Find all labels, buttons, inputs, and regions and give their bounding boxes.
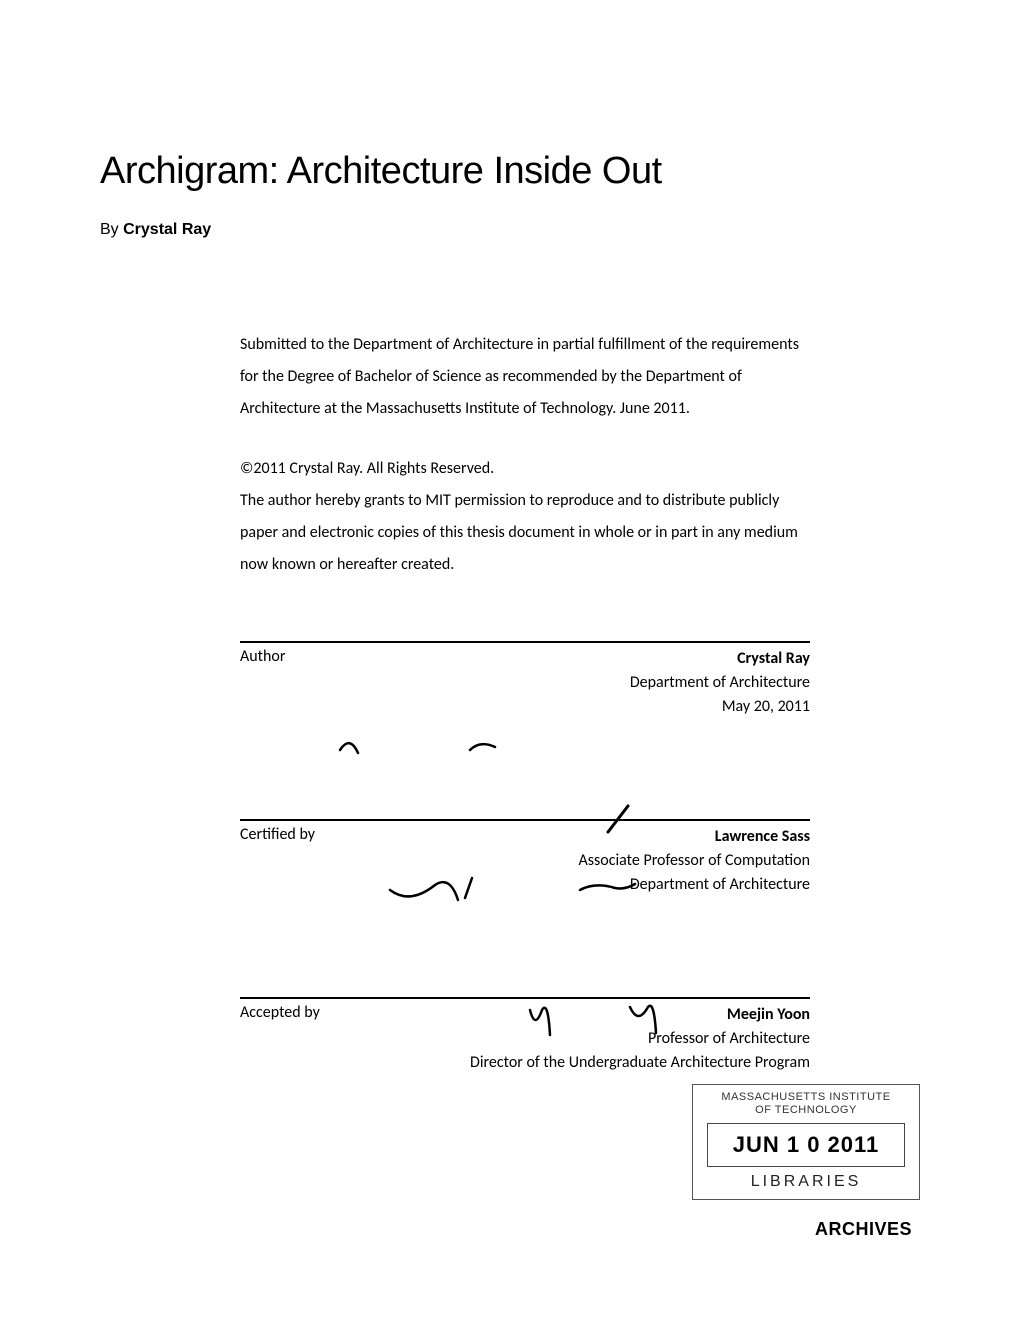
signature-details: Crystal Ray Department of Architecture M… [630, 647, 810, 719]
submission-text: Submitted to the Department of Architect… [240, 329, 810, 581]
document-title: Archigram: Architecture Inside Out [100, 150, 920, 193]
signature-author: Author Crystal Ray Department of Archite… [240, 641, 810, 719]
signature-label: Author [240, 647, 285, 666]
signature-name: Lawrence Sass [579, 825, 810, 849]
signature-details: Lawrence Sass Associate Professor of Com… [579, 825, 810, 897]
signature-title: Professor of Architecture [470, 1027, 810, 1051]
signature-dept: Department of Architecture [579, 873, 810, 897]
submission-paragraph: Submitted to the Department of Architect… [240, 329, 810, 425]
signature-name: Crystal Ray [630, 647, 810, 671]
signature-details: Meejin Yoon Professor of Architecture Di… [470, 1003, 810, 1075]
signature-label: Certified by [240, 825, 315, 844]
copyright-line: ©2011 Crystal Ray. All Rights Reserved. [240, 459, 494, 478]
signature-name: Meejin Yoon [470, 1003, 810, 1027]
signature-accepted: Accepted by Meejin Yoon Professor of Arc… [240, 997, 810, 1075]
stamp-date: JUN 1 0 2011 [708, 1132, 904, 1158]
signature-section: Author Crystal Ray Department of Archite… [240, 641, 810, 1075]
stamp-date-box: JUN 1 0 2011 [707, 1123, 905, 1167]
stamp-institution-line1: MASSACHUSETTS INSTITUTE [697, 1091, 915, 1104]
archives-label: ARCHIVES [815, 1219, 912, 1240]
stamp-institution-line2: OF TECHNOLOGY [697, 1104, 915, 1117]
signature-date: May 20, 2011 [630, 695, 810, 719]
signature-title: Associate Professor of Computation [579, 849, 810, 873]
signature-director: Director of the Undergraduate Architectu… [470, 1051, 810, 1075]
permission-line: The author hereby grants to MIT permissi… [240, 491, 798, 574]
byline-by: By [100, 221, 123, 238]
copyright-paragraph: ©2011 Crystal Ray. All Rights Reserved. … [240, 453, 810, 581]
signature-label: Accepted by [240, 1003, 320, 1022]
byline: By Crystal Ray [100, 221, 920, 239]
signature-certified: Certified by Lawrence Sass Associate Pro… [240, 819, 810, 897]
signature-dept: Department of Architecture [630, 671, 810, 695]
library-stamp: MASSACHUSETTS INSTITUTE OF TECHNOLOGY JU… [692, 1084, 920, 1200]
stamp-libraries: LIBRARIES [697, 1173, 915, 1191]
byline-author: Crystal Ray [123, 221, 211, 238]
